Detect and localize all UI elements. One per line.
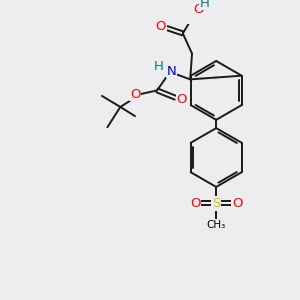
Text: O: O xyxy=(155,20,166,32)
Text: O: O xyxy=(232,197,243,210)
Text: S: S xyxy=(212,197,220,210)
Text: O: O xyxy=(177,93,187,106)
Text: O: O xyxy=(193,3,204,16)
Text: H: H xyxy=(200,0,210,10)
Text: H: H xyxy=(154,60,164,73)
Text: N: N xyxy=(167,64,177,78)
Text: O: O xyxy=(190,197,200,210)
Text: O: O xyxy=(130,88,140,100)
Text: CH₃: CH₃ xyxy=(207,220,226,230)
